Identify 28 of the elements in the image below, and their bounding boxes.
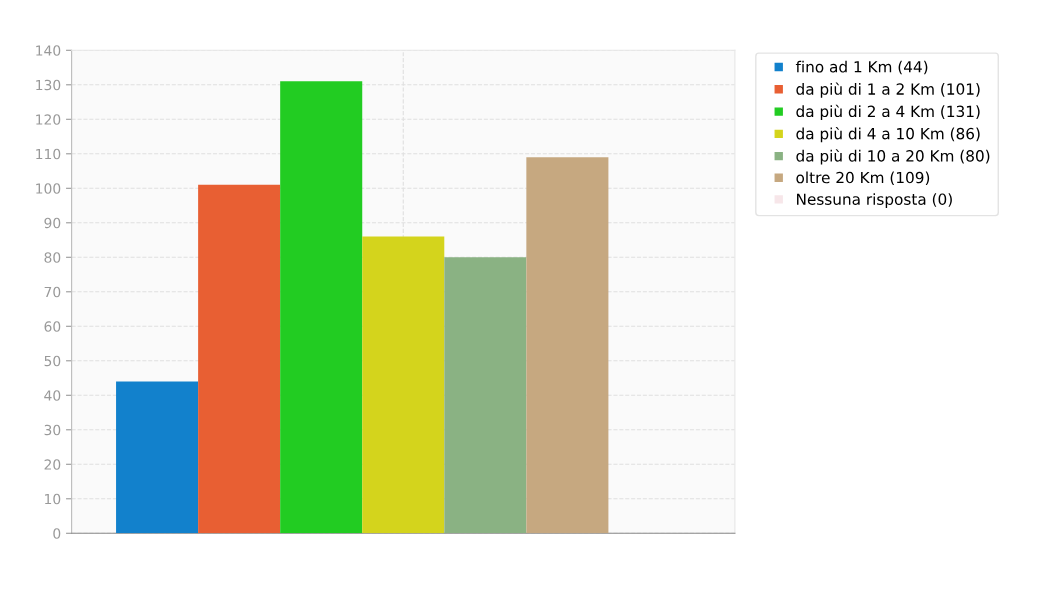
y-tick-label: 60 <box>44 321 61 332</box>
legend-label: da più di 2 a 4 Km (131) <box>796 104 980 121</box>
legend-label: da più di 10 a 20 Km (80) <box>796 149 990 165</box>
bar <box>198 184 281 534</box>
legend-label: da più di 4 a 10 Km (86) <box>796 126 980 143</box>
legend-label: da più di 1 a 2 Km (101) <box>796 82 980 98</box>
y-tick-label: 70 <box>44 286 61 298</box>
y-tick-label: 40 <box>44 390 61 401</box>
y-tick-label: 0 <box>53 528 61 539</box>
legend-label: oltre 20 Km (109) <box>796 171 930 186</box>
y-tick-label: 120 <box>36 114 61 125</box>
bar <box>280 81 363 534</box>
y-tick-label: 130 <box>36 79 61 91</box>
legend-label: Nessuna risposta (0) <box>797 193 952 208</box>
bar <box>526 157 609 534</box>
y-tick-label: 90 <box>44 217 61 229</box>
y-tick-label: 20 <box>44 459 61 470</box>
y-tick-label: 30 <box>44 424 61 436</box>
bar <box>444 257 527 534</box>
legend-label: fino ad 1 Km (44) <box>795 60 928 75</box>
bar <box>116 381 199 534</box>
y-tick-label: 50 <box>44 355 61 367</box>
y-tick-label: 100 <box>36 183 61 194</box>
y-tick-label: 10 <box>45 493 61 505</box>
bar <box>362 236 445 534</box>
y-tick-label: 80 <box>44 252 61 263</box>
y-tick-label: 110 <box>36 148 61 160</box>
y-tick-label: 140 <box>36 45 61 56</box>
